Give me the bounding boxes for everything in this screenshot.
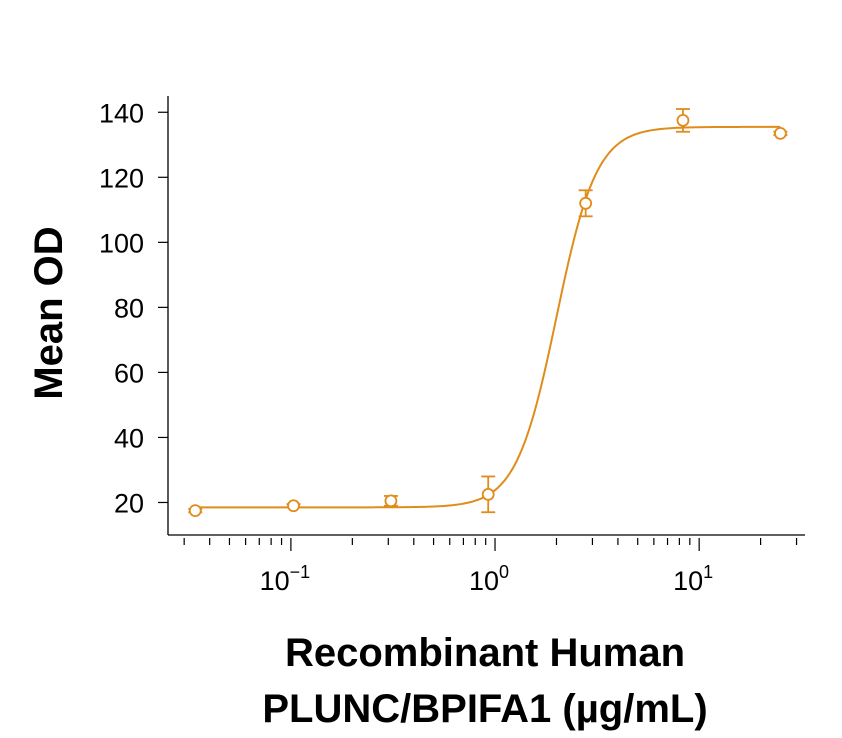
x-tick-label: 101: [673, 562, 713, 596]
x-tick-label: 100: [469, 562, 509, 596]
x-tick-label: 10−1: [260, 562, 311, 596]
data-points-layer: [188, 108, 788, 518]
fit-curve-layer: [195, 125, 781, 509]
x-axis-ticks: 10−1 100 101: [183, 538, 798, 596]
data-point: [384, 494, 398, 508]
data-point: [773, 126, 787, 140]
y-tick-label: 80: [114, 293, 144, 323]
x-axis-title-line-1: Recombinant Human: [285, 631, 685, 675]
y-tick-label: 60: [114, 358, 144, 388]
y-tick-label: 20: [114, 488, 144, 518]
data-point: [287, 499, 300, 513]
data-point: [481, 487, 495, 501]
data-point: [676, 113, 690, 127]
y-tick-label: 100: [99, 228, 144, 258]
y-tick-label: 40: [114, 423, 144, 453]
y-axis-title: Mean OD: [27, 226, 71, 399]
y-axis-ticks: 20 40 60 80 100 120 140: [99, 98, 168, 518]
y-tick-label: 120: [99, 163, 144, 193]
x-axis-title-line-2: PLUNC/BPIFA1 (µg/mL): [262, 687, 707, 731]
data-point: [188, 504, 202, 518]
fit-curve: [195, 125, 781, 509]
axes: [167, 96, 805, 536]
y-tick-label: 140: [99, 98, 144, 128]
data-point: [579, 196, 593, 210]
